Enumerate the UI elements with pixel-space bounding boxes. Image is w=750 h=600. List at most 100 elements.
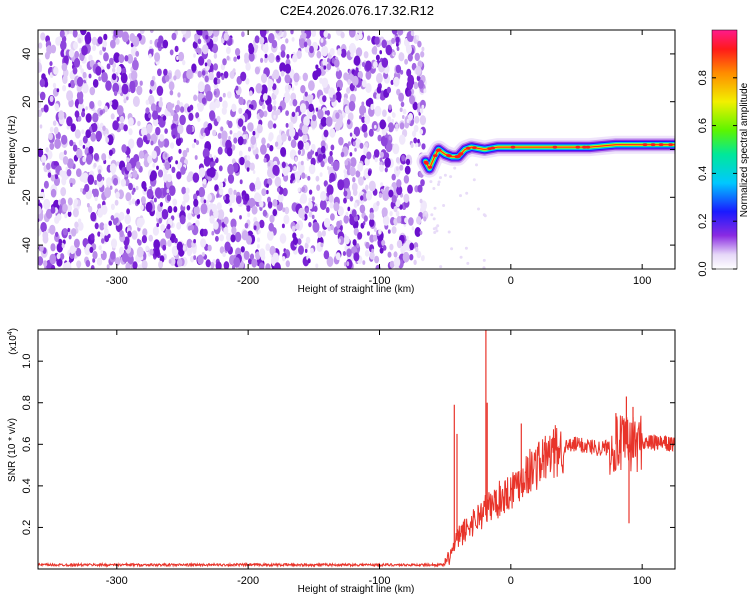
noise-blob — [186, 174, 192, 183]
noise-blob — [169, 90, 174, 96]
noise-blob — [124, 214, 131, 225]
noise-blob — [380, 182, 383, 187]
noise-blob — [233, 137, 238, 144]
noise-blob — [409, 254, 414, 261]
noise-blob — [146, 123, 153, 134]
noise-blob — [408, 217, 414, 226]
noise-blob — [201, 70, 206, 76]
noise-blob — [82, 156, 86, 163]
noise-blob — [272, 209, 278, 217]
noise-blob — [81, 45, 88, 56]
noise-blob — [416, 35, 420, 40]
noise-blob — [285, 260, 290, 268]
noise-blob — [360, 195, 364, 201]
noise-blob — [343, 214, 350, 224]
noise-blob — [101, 238, 105, 244]
noise-blob — [244, 160, 251, 171]
noise-blob — [350, 51, 354, 58]
noise-blob — [379, 157, 383, 162]
noise-blob — [301, 172, 306, 179]
noise-blob — [359, 204, 366, 214]
noise-blob — [420, 108, 424, 114]
noise-blob — [282, 207, 286, 213]
noise-blob — [256, 193, 262, 203]
noise-blob — [364, 142, 369, 148]
noise-blob — [140, 217, 145, 226]
noise-blob — [91, 122, 98, 132]
noise-blob — [347, 119, 351, 125]
noise-blob — [281, 223, 285, 229]
noise-blob — [76, 168, 82, 178]
noise-blob — [223, 226, 229, 235]
noise-blob — [38, 228, 41, 237]
noise-blob — [410, 30, 415, 37]
noise-blob — [104, 228, 109, 236]
noise-blob — [219, 96, 223, 103]
x-tick-label: 100 — [633, 275, 651, 287]
noise-blob — [237, 118, 244, 127]
noise-blob — [213, 209, 219, 219]
noise-blob — [404, 58, 408, 65]
noise-blob — [379, 164, 384, 173]
noise-blob — [82, 83, 89, 94]
noise-blob — [157, 169, 164, 178]
noise-blob — [97, 231, 101, 237]
noise-blob — [336, 86, 341, 92]
noise-dot — [475, 163, 478, 167]
noise-blob — [202, 178, 207, 185]
noise-blob — [287, 135, 292, 142]
noise-dot — [479, 287, 482, 290]
noise-blob — [82, 144, 86, 149]
noise-dot — [477, 207, 480, 211]
noise-blob — [277, 193, 284, 203]
noise-blob — [139, 30, 145, 35]
noise-blob — [163, 138, 170, 148]
noise-blob — [185, 187, 190, 194]
noise-blob — [161, 209, 169, 220]
noise-blob — [66, 116, 73, 127]
noise-blob — [80, 30, 87, 36]
noise-blob — [212, 30, 220, 37]
noise-blob — [101, 71, 108, 83]
noise-blob — [359, 115, 362, 120]
noise-blob — [124, 244, 128, 250]
track-peak — [455, 155, 460, 159]
noise-blob — [411, 226, 415, 231]
noise-blob — [222, 100, 228, 110]
noise-blob — [269, 214, 275, 223]
noise-blob — [245, 78, 250, 85]
noise-blob — [407, 89, 412, 97]
noise-blob — [267, 177, 273, 186]
noise-blob — [307, 201, 313, 210]
noise-blob — [399, 204, 403, 210]
noise-blob — [169, 257, 176, 266]
noise-blob — [62, 85, 67, 92]
noise-blob — [193, 53, 196, 58]
noise-blob — [377, 134, 382, 142]
noise-blob — [352, 134, 356, 140]
noise-blob — [265, 263, 271, 269]
noise-blob — [291, 86, 295, 91]
noise-blob — [182, 149, 188, 158]
noise-blob — [221, 130, 228, 141]
noise-blob — [365, 60, 372, 71]
colorbar-tick-label: 0.2 — [697, 214, 709, 229]
noise-blob — [396, 239, 403, 249]
noise-blob — [346, 248, 352, 258]
noise-blob — [183, 192, 190, 203]
noise-blob — [80, 188, 83, 193]
noise-blob — [348, 100, 356, 112]
noise-blob — [274, 262, 281, 269]
noise-blob — [246, 205, 251, 212]
noise-blob — [353, 202, 358, 208]
noise-blob — [347, 141, 351, 146]
noise-blob — [150, 103, 157, 112]
noise-blob — [297, 140, 304, 150]
noise-blob — [237, 130, 242, 137]
noise-blob — [373, 61, 378, 69]
noise-blob — [343, 190, 348, 197]
noise-blob — [217, 78, 221, 85]
noise-blob — [330, 144, 335, 151]
noise-blob — [104, 234, 110, 243]
